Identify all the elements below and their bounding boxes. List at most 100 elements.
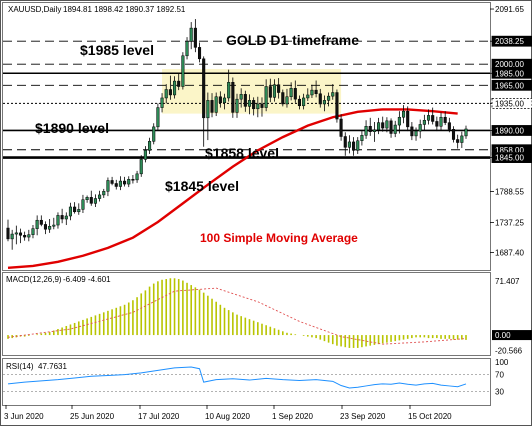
candle [177,72,181,91]
candle [281,89,285,107]
consolidation-zone-layer [162,69,342,114]
candle-body [164,89,168,99]
candle-body [281,92,285,105]
candle [410,122,414,141]
candle [247,94,252,115]
price-box-label: 1858.00 [495,146,524,155]
macd-readout: -6.409 -4.601 [63,275,111,284]
level-label-1858: $1858 level [205,145,279,161]
candle-body [318,93,322,105]
candle-body [193,27,197,48]
candle [406,106,410,132]
candle [243,90,247,112]
candle [206,92,210,141]
candle [48,219,52,233]
candle [114,179,118,190]
time-axis: 3 Jun 2020 25 Jun 2020 17 Jul 2020 10 Aug 2… [4,405,452,421]
candle [272,79,277,102]
price-panel: 2091.65 2038.25 1985.00 1935.00 1890.00 1845.… [2,2,532,271]
candle-body [31,228,35,235]
candle [148,137,152,154]
candle [85,195,89,203]
candle-body [173,80,177,96]
candle [343,132,347,156]
candle-body [77,209,81,213]
price-box-bg [491,152,532,163]
candle-body [206,100,210,119]
candle [93,194,97,207]
candle [364,120,368,139]
rsi-tick-label: 30 [495,387,504,396]
price-tick-label: 1687.40 [495,248,524,257]
candle-body [260,103,264,108]
candle [331,84,335,100]
candle [293,80,297,103]
candle [260,97,264,117]
candle [464,125,468,139]
candle [181,52,185,90]
candle-body [143,150,147,160]
rsi-panel-border [2,358,491,406]
candle-body [410,126,414,137]
candle-body [297,98,301,107]
macd-tick-label: -20.566 [495,347,523,356]
candle [185,37,189,60]
candle-body [356,140,360,151]
candle-body [252,100,256,110]
candle-body [406,110,410,128]
candle-body [222,97,227,104]
candle [202,56,206,147]
price-box-label: 2000.00 [495,60,524,69]
rsi-line-layer [7,366,467,389]
rsi-axis: 100 70 30 [495,358,509,396]
candle-body [256,103,260,110]
candles-layer [6,19,468,250]
candle [443,111,447,126]
candle-body [14,232,18,235]
candle-body [27,234,31,238]
candle [302,93,306,110]
symbol-label: XAUUSD,Daily [8,5,61,14]
level-label-1890: $1890 level [35,120,109,136]
candle-body [402,110,406,118]
candle-body [302,97,306,107]
time-tick-label: 23 Sep 2020 [340,412,386,421]
rsi-readout: 47.7631 [38,362,67,371]
candle [102,188,106,198]
candle-body [360,135,364,141]
candle-body [327,95,331,101]
candle [193,19,197,53]
price-box: 1985.00 [491,67,532,79]
price-tick-label: 1788.55 [495,188,524,197]
price-box-bg [491,79,532,91]
candle [414,127,418,141]
candle-body [368,126,372,132]
candle [339,114,343,141]
candle-body [393,124,397,134]
consolidation-zone [162,69,342,114]
candle-body [397,116,401,126]
candle [214,92,218,117]
macd-panel: 71.407 0.00 -20.566 MACD(12,26,9) -6.409 -… [2,272,532,356]
candle-body [331,92,335,97]
candle [152,123,156,145]
candle [447,117,451,133]
candle [160,93,164,113]
level-label-1985: $1985 level [80,42,154,58]
candle-body [156,107,160,128]
candle-body [85,197,89,200]
rsi-label: RSI(14) [6,362,34,371]
price-box-bg [491,35,532,47]
candle-body [439,116,443,127]
candle [285,88,289,108]
macd-axis: 71.407 0.00 -20.566 [492,277,532,356]
candle-body [385,120,389,129]
candle-body [81,199,85,210]
candle [23,231,27,241]
candle-body [464,128,468,137]
candle-body [289,88,293,98]
sma-100-line [7,108,458,269]
price-box-label: 1965.00 [495,81,524,90]
candle-body [73,206,77,213]
